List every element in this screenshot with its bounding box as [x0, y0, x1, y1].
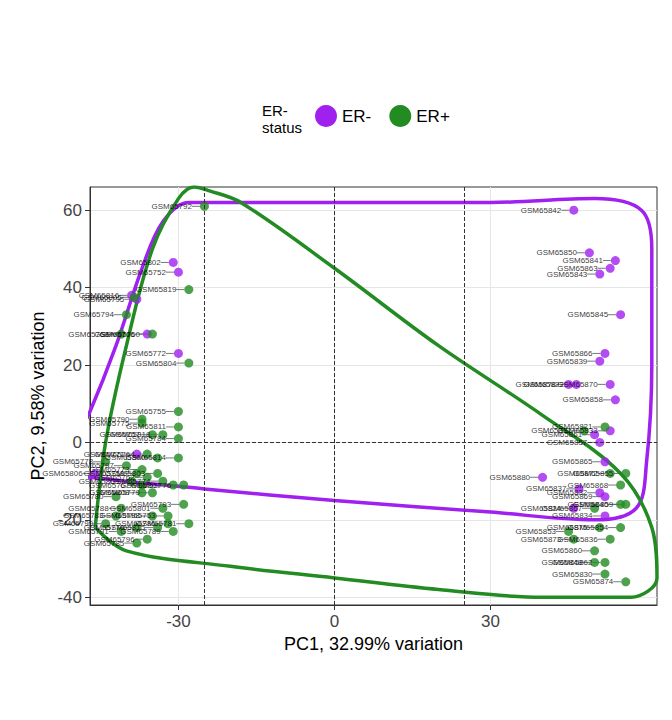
svg-text:GSM65775: GSM65775 [89, 419, 130, 428]
svg-text:ER-: ER- [262, 102, 288, 119]
svg-text:GSM65802: GSM65802 [120, 258, 161, 267]
svg-text:GSM65865: GSM65865 [552, 457, 593, 466]
svg-text:ER+: ER+ [416, 107, 450, 126]
svg-text:GSM65805: GSM65805 [81, 293, 122, 302]
svg-text:30: 30 [481, 612, 500, 631]
svg-text:GSM65862: GSM65862 [552, 558, 593, 567]
svg-text:GSM65821: GSM65821 [552, 422, 593, 431]
svg-text:GSM65834: GSM65834 [552, 511, 593, 520]
svg-text:GSM65868: GSM65868 [568, 481, 609, 490]
svg-text:GSM65784: GSM65784 [125, 434, 166, 443]
svg-text:status: status [262, 119, 302, 136]
svg-text:0: 0 [330, 612, 339, 631]
svg-text:GSM65799: GSM65799 [53, 519, 94, 528]
svg-text:GSM65768: GSM65768 [68, 330, 109, 339]
svg-text:GSM65845: GSM65845 [568, 310, 609, 319]
svg-text:-40: -40 [57, 588, 82, 607]
svg-text:GSM65755: GSM65755 [125, 407, 166, 416]
svg-text:GSM65814: GSM65814 [125, 453, 166, 462]
svg-text:GSM65858: GSM65858 [562, 395, 603, 404]
svg-text:GSM65806: GSM65806 [42, 469, 83, 478]
svg-text:GSM65855: GSM65855 [573, 469, 614, 478]
svg-text:GSM65842: GSM65842 [521, 206, 562, 215]
svg-text:GSM65873: GSM65873 [521, 535, 562, 544]
svg-text:20: 20 [63, 356, 82, 375]
svg-text:ER-: ER- [342, 107, 371, 126]
svg-text:GSM65880: GSM65880 [490, 473, 531, 482]
svg-text:0: 0 [73, 433, 82, 452]
svg-text:GSM65860: GSM65860 [542, 546, 583, 555]
svg-text:GSM65870: GSM65870 [557, 380, 598, 389]
svg-text:GSM65839: GSM65839 [547, 357, 588, 366]
svg-text:-30: -30 [166, 612, 191, 631]
svg-text:PC2, 9.58% variation: PC2, 9.58% variation [28, 311, 48, 480]
svg-text:GSM65840: GSM65840 [568, 500, 609, 509]
svg-text:GSM65836: GSM65836 [557, 535, 598, 544]
svg-text:GSM65843: GSM65843 [547, 270, 588, 279]
svg-text:GSM65752: GSM65752 [125, 268, 166, 277]
svg-text:GSM65830: GSM65830 [552, 570, 593, 579]
svg-text:GSM65794: GSM65794 [73, 310, 114, 319]
svg-text:GSM65793: GSM65793 [131, 500, 172, 509]
svg-text:GSM65804: GSM65804 [136, 359, 177, 368]
svg-text:GSM65772: GSM65772 [125, 349, 166, 358]
svg-text:GSM65780: GSM65780 [63, 492, 104, 501]
svg-text:GSM65792: GSM65792 [151, 202, 192, 211]
svg-text:GSM65874: GSM65874 [573, 577, 614, 586]
svg-text:GSM65875: GSM65875 [547, 523, 588, 532]
svg-text:GSM65796: GSM65796 [94, 535, 135, 544]
svg-text:GSM65819: GSM65819 [136, 285, 177, 294]
svg-text:60: 60 [63, 201, 82, 220]
svg-text:PC1, 32.99% variation: PC1, 32.99% variation [284, 634, 463, 654]
